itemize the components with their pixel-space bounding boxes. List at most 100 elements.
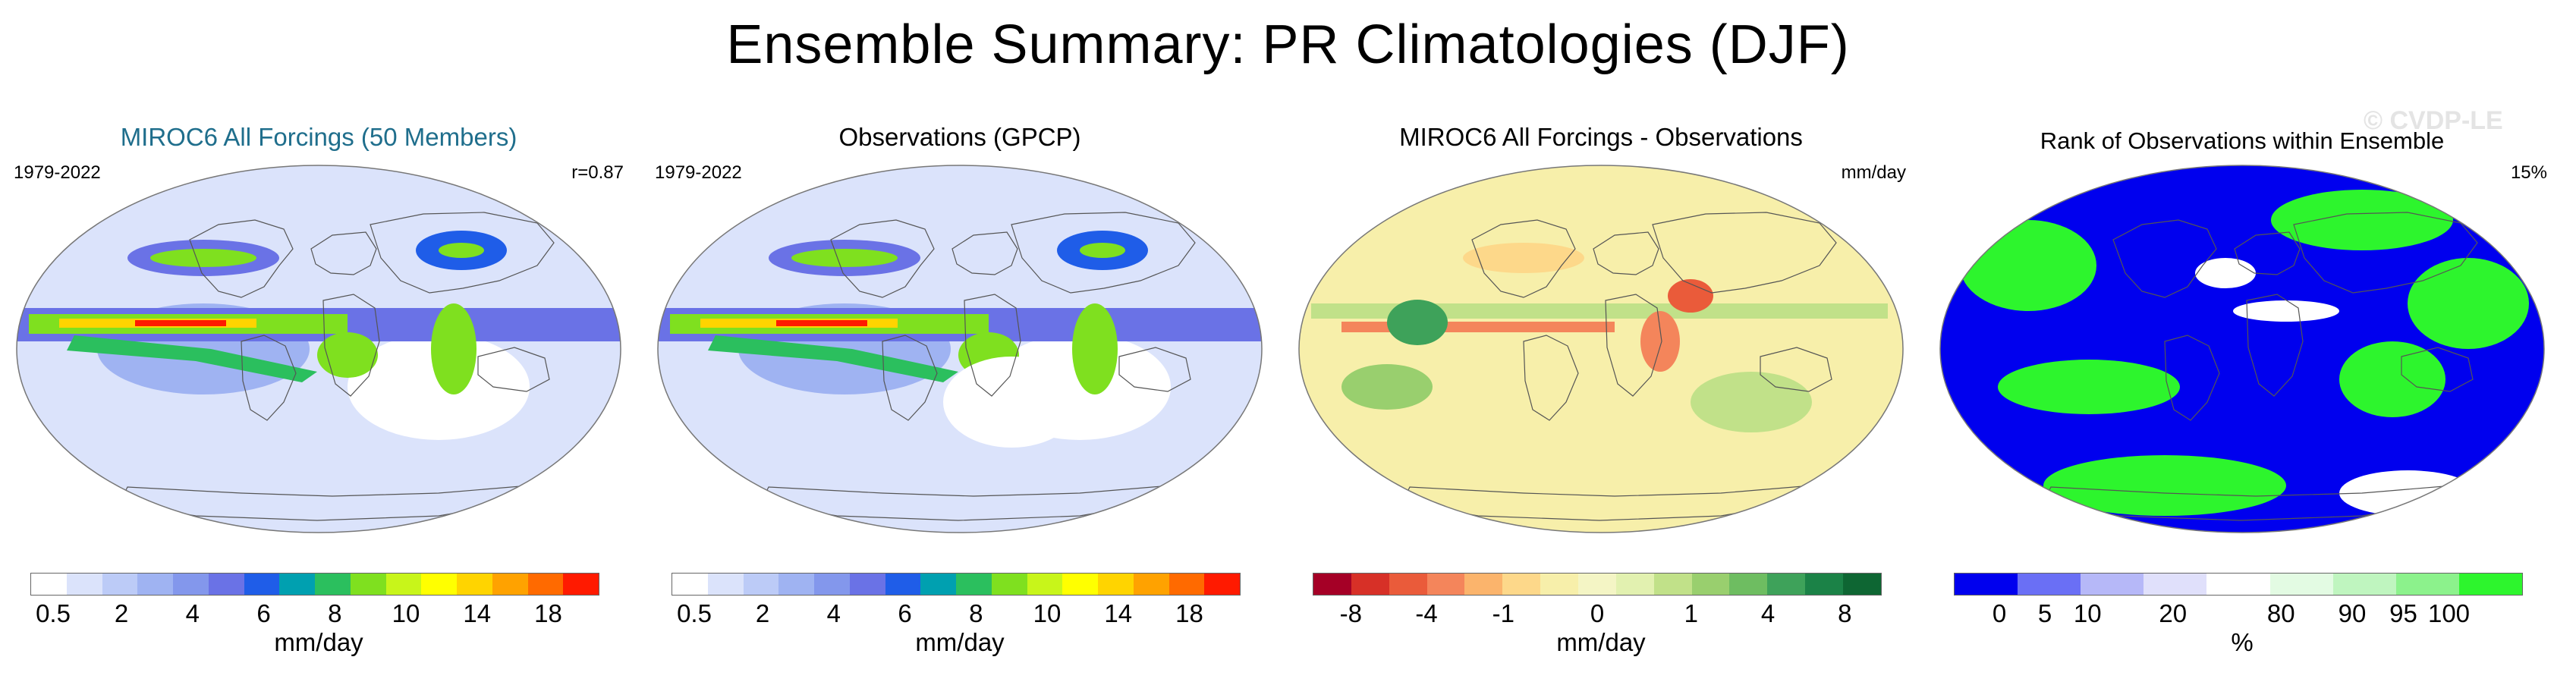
period-label: 1979-2022 <box>14 162 101 183</box>
colorbar-ticks: 0.5 2 4 6 8 10 14 18 <box>30 599 599 630</box>
colorbar-tick: 90 <box>2338 599 2367 627</box>
colorbar-segment <box>31 574 67 595</box>
colorbar <box>1313 573 1882 596</box>
continent-outline <box>2293 212 2478 294</box>
colorbar-tick: 0 <box>1992 599 2007 627</box>
continent-outline <box>2112 219 2217 298</box>
colorbar-tick: 6 <box>256 599 271 627</box>
units-label: mm/day <box>1841 162 1906 183</box>
colorbar <box>1954 573 2523 596</box>
globe-border <box>1298 165 1904 533</box>
colorbar-tick: 10 <box>2073 599 2102 627</box>
continent-outline <box>1652 212 1837 294</box>
continent-outline <box>2234 231 2301 275</box>
continent-outline <box>951 231 1018 275</box>
continent-outline <box>2401 347 2474 392</box>
rank-map <box>1939 165 2545 533</box>
colorbar-units: mm/day <box>274 628 363 656</box>
colorbar-segment <box>2395 574 2459 595</box>
panel-title: Observations (GPCP) <box>838 123 1081 151</box>
colorbar-segment <box>350 574 386 595</box>
colorbar-segment <box>2269 574 2333 595</box>
precip-map <box>16 165 621 533</box>
colorbar-segment <box>1426 574 1465 595</box>
colorbar-segment <box>743 574 779 595</box>
continent-outline <box>310 231 377 275</box>
colorbar-segment <box>1313 574 1351 595</box>
colorbar-segment <box>920 574 956 595</box>
colorbar-segment <box>315 574 351 595</box>
colorbar-tick: 8 <box>1838 599 1852 627</box>
continent-outline <box>1760 347 1832 392</box>
colorbar-segment <box>956 574 992 595</box>
continent-outline <box>241 335 297 421</box>
colorbar-ticks: 0.5 2 4 6 8 10 14 18 <box>672 599 1241 630</box>
globe-border <box>657 165 1263 533</box>
colorbar-tick: 0.5 <box>677 599 712 627</box>
colorbar-tick: 1 <box>1684 599 1698 627</box>
colorbar-segment <box>279 574 315 595</box>
colorbar-segment <box>1204 574 1240 595</box>
colorbar-tick: 80 <box>2266 599 2295 627</box>
colorbar-tick: 14 <box>1104 599 1133 627</box>
continent-outline <box>1118 347 1191 392</box>
colorbar-tick: 14 <box>463 599 492 627</box>
colorbar-units: % <box>2231 628 2254 656</box>
continent-outline <box>882 335 938 421</box>
colorbar-segment <box>421 574 457 595</box>
colorbar-tick: -1 <box>1492 599 1514 627</box>
colorbar-segment <box>1062 574 1098 595</box>
colorbar-segment <box>1168 574 1205 595</box>
colorbar-tick: -8 <box>1339 599 1362 627</box>
colorbar-segment <box>208 574 244 595</box>
colorbar-tick: 18 <box>1175 599 1203 627</box>
continent-outline <box>1011 212 1196 294</box>
colorbar-segment <box>1578 574 1616 595</box>
colorbar-units: mm/day <box>1556 628 1646 656</box>
colorbar-segment <box>1098 574 1134 595</box>
continent-outline <box>830 219 935 298</box>
continent-outline <box>1471 219 1576 298</box>
panel-rank: Rank of Observations within Ensemble 15%… <box>1923 120 2561 674</box>
colorbar-segment <box>1691 574 1730 595</box>
colorbar-segment <box>2018 574 2081 595</box>
colorbar-segment <box>1615 574 1654 595</box>
panel-diff: MIROC6 All Forcings - Observations mm/da… <box>1282 120 1920 674</box>
colorbar-tick: 4 <box>185 599 200 627</box>
colorbar-segment <box>1464 574 1503 595</box>
figure-title: Ensemble Summary: PR Climatologies (DJF) <box>726 14 1850 75</box>
colorbar-segment <box>563 574 599 595</box>
continent-outline <box>477 347 550 392</box>
period-label: 1979-2022 <box>655 162 742 183</box>
colorbar-tick: 100 <box>2427 599 2471 627</box>
colorbar-segment <box>672 574 708 595</box>
colorbar-tick: -4 <box>1415 599 1438 627</box>
colorbar-segment <box>1502 574 1541 595</box>
colorbar-segment <box>102 574 138 595</box>
continent-outline <box>189 219 294 298</box>
colorbar-units: mm/day <box>915 628 1005 656</box>
panel-title: MIROC6 All Forcings - Observations <box>1399 123 1803 151</box>
colorbar-segment <box>137 574 173 595</box>
difference-map <box>1298 165 1904 533</box>
colorbar-segment <box>1805 574 1844 595</box>
colorbar-segment <box>1843 574 1881 595</box>
globe-border <box>16 165 621 533</box>
watermark: © CVDP-LE <box>2364 106 2503 135</box>
colorbar-tick: 20 <box>2159 599 2188 627</box>
colorbar-tick: 0.5 <box>36 599 71 627</box>
continent-outline <box>2164 335 2220 421</box>
colorbar-segment <box>1027 574 1063 595</box>
colorbar-tick: 2 <box>755 599 770 627</box>
colorbar-tick: 6 <box>898 599 912 627</box>
colorbar-segment <box>385 574 422 595</box>
colorbar-ticks: -8 -4 -1 0 1 4 8 <box>1313 599 1882 630</box>
colorbar-ticks: 0 5 10 20 80 90 95 100 <box>1954 599 2523 630</box>
colorbar-segment <box>244 574 280 595</box>
panel-model: MIROC6 All Forcings (50 Members) 1979-20… <box>0 120 637 674</box>
colorbar <box>30 573 599 596</box>
colorbar-segment <box>2332 574 2396 595</box>
panel-title: MIROC6 All Forcings (50 Members) <box>120 123 517 151</box>
colorbar-tick: 5 <box>2037 599 2052 627</box>
continent-outline <box>2246 294 2304 397</box>
